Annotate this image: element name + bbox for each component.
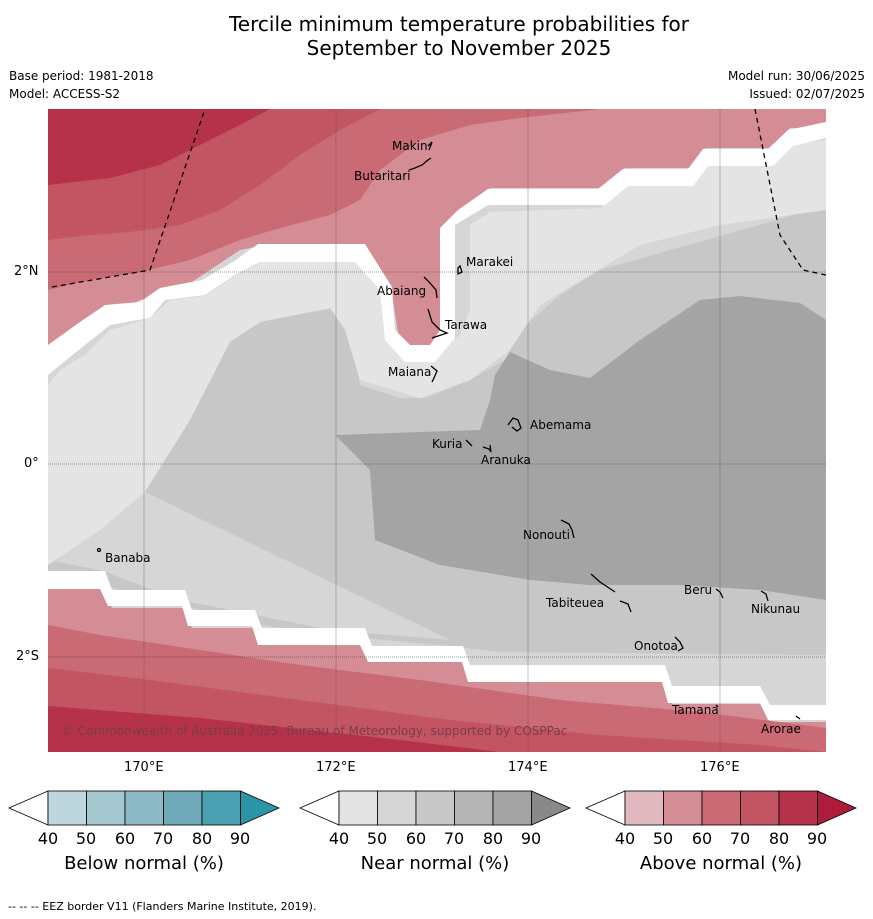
below-normal-label: Below normal (%) [64,853,224,874]
label-tamana: Tamana [672,703,719,717]
label-nikunau: Nikunau [751,602,801,616]
eez-footer-note: -- -- -- EEZ border V11 (Flanders Marine… [8,900,317,913]
model-name: Model: ACCESS-S2 [9,87,121,101]
label-tarawa: Tarawa [445,318,488,332]
colorbar-near [298,790,571,826]
near-normal-label: Near normal (%) [360,853,510,874]
near-tick: 50 [366,829,388,848]
copyright-notice: © Commonwealth of Australia 2025, Bureau… [62,724,568,738]
label-marakei: Marakei [466,255,514,269]
lat-label-2n: 2°N [14,264,39,279]
base-period: Base period: 1981-2018 [9,69,154,83]
near-tick: 60 [405,829,427,848]
near-tick: 40 [328,829,350,848]
islands [96,141,801,720]
map-title: Tercile minimum temperature probabilitie… [0,12,873,60]
below-tick: 70 [152,829,174,848]
above-normal-label: Above normal (%) [639,853,803,874]
gridlines [143,109,721,752]
lon-label-170e: 170°E [124,760,164,775]
label-kuria: Kuria [432,437,463,451]
below-tick: 80 [191,829,213,848]
above-tick: 40 [614,829,636,848]
near-tick: 80 [482,829,504,848]
below-tick: 50 [75,829,97,848]
near-colorbar-under-arrow [298,790,340,826]
label-abaiang: Abaiang [377,284,427,298]
above-tick: 80 [768,829,790,848]
label-beru: Beru [684,583,713,597]
label-onotoa: Onotoa [634,639,678,653]
below-tick: 60 [114,829,136,848]
latitude-lines [48,271,826,658]
label-maiana: Maiana [388,365,432,379]
label-butaritari: Butaritari [354,169,411,183]
near-tick: 90 [520,829,542,848]
above-tick: 70 [729,829,751,848]
issued-date: Issued: 02/07/2025 [749,87,865,101]
colorbar-below [7,790,280,826]
above-tick: 60 [691,829,713,848]
label-banaba: Banaba [105,551,151,565]
probability-shading [48,109,826,752]
title-line-1: Tercile minimum temperature probabilitie… [228,12,690,36]
label-aranuka: Aranuka [481,453,531,467]
lat-label-0: 0° [24,456,39,471]
near-colorbar-over-arrow [531,790,571,826]
above-tick: 90 [806,829,828,848]
lon-label-172e: 172°E [316,760,356,775]
lon-label-176e: 176°E [700,760,740,775]
below-tick: 90 [229,829,251,848]
model-run: Model run: 30/06/2025 [727,69,865,83]
colorbar-above [584,790,857,826]
above-tick: 50 [652,829,674,848]
label-arorae: Arorae [761,722,801,736]
lon-label-174e: 174°E [508,760,548,775]
eez-border [51,108,827,288]
near-tick: 70 [443,829,465,848]
label-tabiteuea: Tabiteuea [546,596,605,610]
label-nonouti: Nonouti [523,528,570,542]
lat-label-2s: 2°S [16,649,40,664]
label-abemama: Abemama [530,418,592,432]
label-makin: Makin [392,139,428,153]
below-tick: 40 [37,829,59,848]
title-line-2: September to November 2025 [306,36,612,60]
